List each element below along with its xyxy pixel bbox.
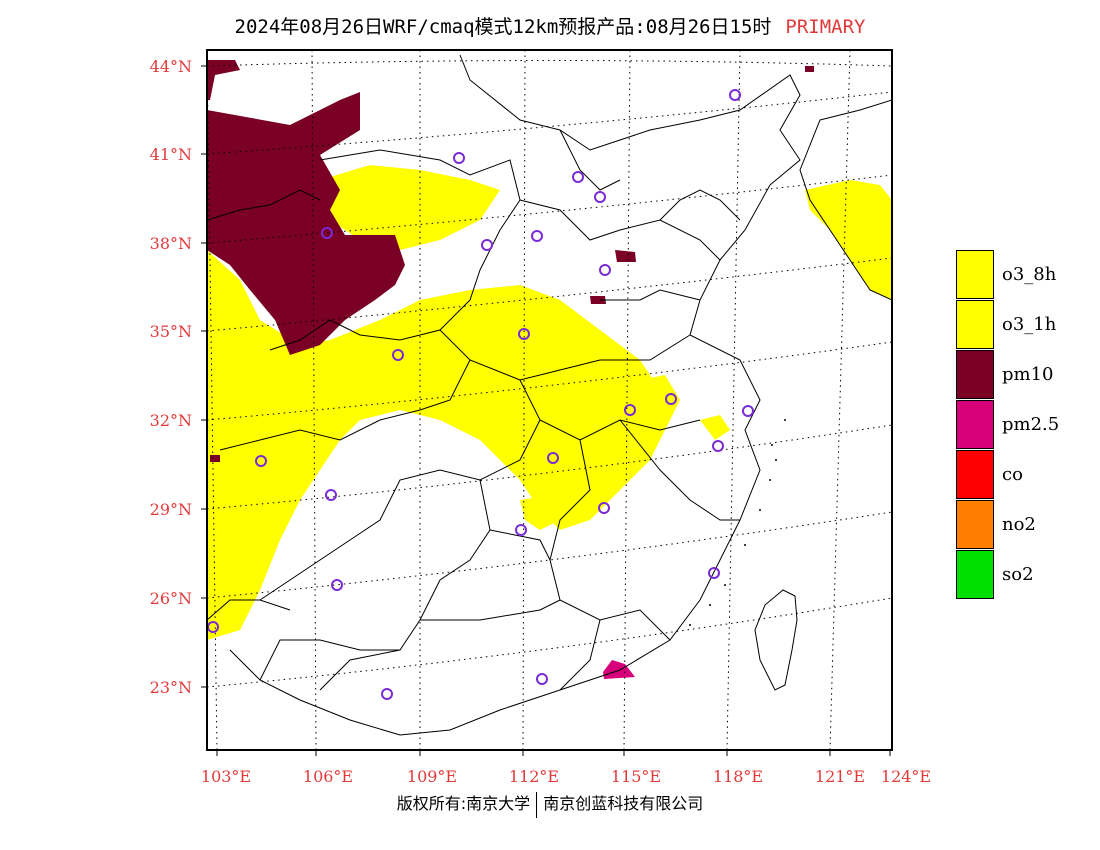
- lon-label-106: 106°E: [303, 767, 353, 786]
- legend-swatch-pm25: [956, 399, 994, 449]
- latitude-labels: 44°N 41°N 38°N 35°N 32°N 29°N 26°N 23°N: [150, 57, 192, 697]
- lat-label-38: 38°N: [150, 234, 192, 253]
- lat-label-23: 23°N: [150, 678, 192, 697]
- copyright-footer: 版权所有:南京大学 南京创蓝科技有限公司: [0, 790, 1100, 818]
- lat-label-44: 44°N: [150, 57, 192, 76]
- lon-label-115: 115°E: [611, 767, 661, 786]
- legend-label: o3_1h: [1002, 313, 1057, 335]
- legend-item-pm10: pm10: [956, 349, 1096, 399]
- legend-item-co: co: [956, 449, 1096, 499]
- legend-swatch-no2: [956, 499, 994, 549]
- boundaries: [207, 54, 801, 736]
- pollutant-legend: o3_8h o3_1h pm10 pm2.5 co no2 so2: [956, 249, 1096, 599]
- copyright-left: 版权所有:南京大学: [396, 794, 531, 813]
- legend-label: no2: [1002, 513, 1036, 535]
- legend-label: pm2.5: [1002, 413, 1060, 435]
- legend-swatch-co: [956, 449, 994, 499]
- station-markers: [207, 89, 754, 700]
- lon-label-118: 118°E: [713, 767, 763, 786]
- forecast-map: 44°N 41°N 38°N 35°N 32°N 29°N 26°N 23°N …: [150, 49, 931, 786]
- legend-item-no2: no2: [956, 499, 1096, 549]
- legend-label: so2: [1002, 563, 1034, 585]
- primary-tag: PRIMARY: [785, 16, 866, 38]
- pm25-areas: [603, 660, 635, 679]
- lon-label-112: 112°E: [509, 767, 559, 786]
- longitude-labels: 103°E 106°E 109°E 112°E 115°E 118°E 121°…: [201, 767, 931, 786]
- legend-swatch-pm10: [956, 349, 994, 399]
- lat-label-32: 32°N: [150, 411, 192, 430]
- footer-separator: [536, 791, 538, 818]
- taiwan-outline: [754, 589, 798, 691]
- legend-item-o3-1h: o3_1h: [956, 299, 1096, 349]
- legend-label: pm10: [1002, 363, 1054, 385]
- lat-label-41: 41°N: [150, 145, 192, 164]
- legend-item-pm25: pm2.5: [956, 399, 1096, 449]
- map-title: 2024年08月26日WRF/cmaq模式12km预报产品:08月26日15时 P…: [0, 12, 1100, 39]
- legend-swatch-o3-1h: [956, 299, 994, 349]
- korea-outline: [799, 99, 892, 301]
- legend-item-so2: so2: [956, 549, 1096, 599]
- lon-label-121: 121°E: [815, 767, 865, 786]
- o3-areas: [207, 165, 892, 640]
- lat-label-29: 29°N: [150, 500, 192, 519]
- longitude-gridlines: [207, 50, 851, 750]
- lon-label-109: 109°E: [407, 767, 457, 786]
- copyright-right: 南京创蓝科技有限公司: [543, 794, 704, 813]
- legend-label: co: [1002, 463, 1023, 485]
- tick-marks: [201, 65, 891, 756]
- coastal-islands: [689, 419, 786, 626]
- legend-item-o3-8h: o3_8h: [956, 249, 1096, 299]
- lat-label-26: 26°N: [150, 589, 192, 608]
- pm10-areas: [207, 60, 814, 462]
- title-text: 2024年08月26日WRF/cmaq模式12km预报产品:08月26日15时: [234, 16, 772, 38]
- legend-swatch-o3-8h: [956, 249, 994, 299]
- legend-label: o3_8h: [1002, 263, 1057, 285]
- lat-label-35: 35°N: [150, 322, 192, 341]
- lon-label-124: 124°E: [881, 767, 931, 786]
- lon-label-103: 103°E: [201, 767, 251, 786]
- legend-swatch-so2: [956, 549, 994, 599]
